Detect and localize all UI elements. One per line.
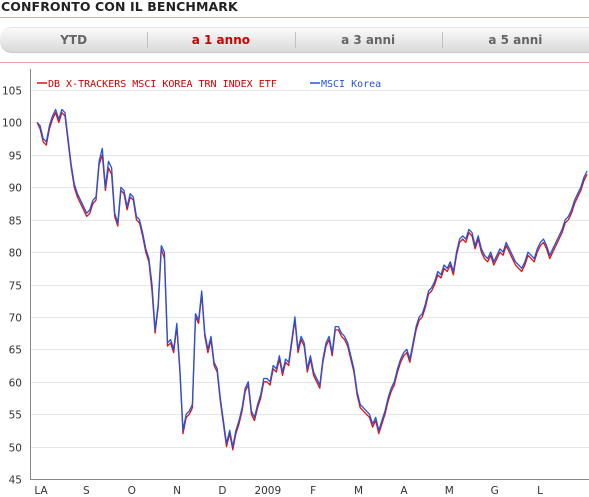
x-tick-label: LA (34, 485, 48, 497)
series-lines (36, 108, 588, 451)
x-tick-label: S (83, 485, 90, 497)
y-tick-label: 105 (2, 86, 22, 98)
legend-label-benchmark: MSCI Korea (321, 79, 381, 90)
y-tick-label: 90 (9, 183, 22, 195)
x-tick-label: M (354, 485, 363, 497)
y-tick-label: 70 (9, 313, 22, 325)
y-tick-label: 80 (9, 248, 22, 260)
tab-5-years[interactable]: a 5 anni (441, 28, 589, 52)
x-tick-label: N (173, 485, 181, 497)
series-line-etf (36, 112, 588, 451)
y-tick-label: 100 (2, 118, 22, 130)
section-header: CONFRONTO CON IL BENCHMARK (0, 0, 589, 18)
x-tick-label: 2009 (254, 485, 281, 497)
x-tick-label: M (445, 485, 454, 497)
tab-ytd[interactable]: YTD (60, 33, 88, 47)
x-tick-label: D (218, 485, 226, 497)
period-tabs: YTD a 1 anno a 3 anni a 5 anni (0, 27, 589, 53)
y-tick-label: 60 (9, 378, 22, 390)
section-title: CONFRONTO CON IL BENCHMARK (1, 0, 238, 14)
x-tick-label: L (537, 485, 543, 497)
y-tick-label: 75 (9, 281, 22, 293)
y-tick-labels: 45 50 55 60 65 70 75 80 85 90 95 100 105 (2, 86, 22, 487)
y-tick-label: 55 (9, 410, 22, 422)
gridlines (30, 90, 589, 448)
y-tick-label: 45 (9, 475, 22, 487)
tab-3-years[interactable]: a 3 anni (294, 28, 442, 52)
x-tick-label: G (491, 485, 499, 497)
chart-top-border (0, 62, 589, 63)
x-tick-label: F (310, 485, 316, 497)
x-tick-label: A (400, 485, 408, 497)
legend: DB X-TRACKERS MSCI KOREA TRN INDEX ETF M… (37, 79, 381, 90)
legend-label-etf: DB X-TRACKERS MSCI KOREA TRN INDEX ETF (48, 79, 277, 90)
y-tick-label: 85 (9, 216, 22, 228)
y-tick-label: 50 (9, 443, 22, 455)
tab-1-year[interactable]: a 1 anno (147, 28, 294, 52)
series-line-benchmark (36, 108, 588, 448)
x-tick-label: O (128, 485, 136, 497)
y-tick-label: 95 (9, 151, 22, 163)
x-tick-labels: LA S O N D 2009 F M A M G L (34, 485, 543, 497)
y-tick-label: 65 (9, 345, 22, 357)
